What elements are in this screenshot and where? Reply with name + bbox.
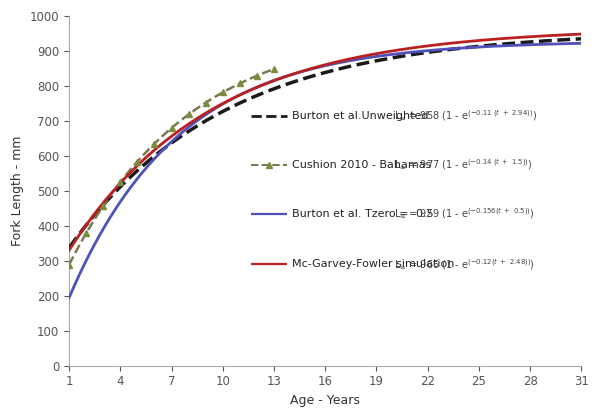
Text: Cushion 2010 - Bahamas: Cushion 2010 - Bahamas — [292, 160, 431, 170]
Text: L$_{\infty}$ = 929 (1 - e$^{(-0.156(t\ +\ 0.5))}$): L$_{\infty}$ = 929 (1 - e$^{(-0.156(t\ +… — [394, 206, 535, 221]
Y-axis label: Fork Length - mm: Fork Length - mm — [11, 135, 24, 246]
Text: Burton et al. Tzero = -0.5: Burton et al. Tzero = -0.5 — [292, 209, 434, 219]
X-axis label: Age - Years: Age - Years — [290, 394, 360, 407]
Text: L$_{\infty}$ = 977 (1 - e$^{(-0.14\ (t\ +\ 1.5))}$): L$_{\infty}$ = 977 (1 - e$^{(-0.14\ (t\ … — [394, 157, 533, 172]
Text: Mc-Garvey-Fowler simulation: Mc-Garvey-Fowler simulation — [292, 259, 454, 269]
Text: L$_{\infty}$ = 958 (1 - e$^{(-0.11\ (t\ +\ 2.94))}$): L$_{\infty}$ = 958 (1 - e$^{(-0.11\ (t\ … — [394, 108, 538, 123]
Text: L$_{\infty}$ = 966 (1 - e$^{(-0.12(t\ +\ 2.48))}$): L$_{\infty}$ = 966 (1 - e$^{(-0.12(t\ +\… — [394, 257, 535, 272]
Text: Burton et al.Unweighted: Burton et al.Unweighted — [292, 111, 428, 121]
